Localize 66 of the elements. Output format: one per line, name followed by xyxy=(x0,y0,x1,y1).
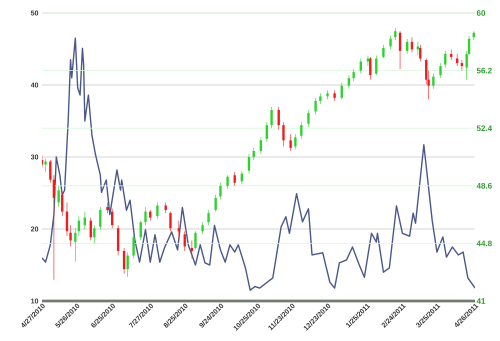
candlestick xyxy=(270,106,273,128)
candlestick xyxy=(450,49,452,60)
candlestick xyxy=(126,252,129,278)
candlestick xyxy=(226,174,229,190)
candlestick xyxy=(398,30,402,70)
candlestick xyxy=(266,122,268,142)
candlestick xyxy=(333,90,336,102)
candlestick xyxy=(149,210,152,221)
candlestick xyxy=(375,55,378,76)
candlestick xyxy=(348,74,350,90)
candlestick xyxy=(156,202,159,220)
candlestick xyxy=(122,248,126,274)
candlestick xyxy=(360,58,362,74)
y2-tick-label: 56.2 xyxy=(476,68,492,74)
candlestick xyxy=(116,224,120,256)
candlestick xyxy=(382,44,385,59)
candlestick xyxy=(201,222,204,235)
candlestick xyxy=(294,134,297,150)
candlestick xyxy=(44,158,47,172)
candlestick xyxy=(99,206,102,230)
candlestick xyxy=(456,54,458,66)
candlestick xyxy=(106,202,109,214)
candlestick xyxy=(394,28,396,41)
candlestick xyxy=(52,174,56,280)
y2-tick-label: 41 xyxy=(476,298,486,304)
candlestick xyxy=(93,224,96,244)
candlestick xyxy=(190,240,194,259)
candlestick xyxy=(289,134,292,152)
y2-tick-label: 48.6 xyxy=(476,182,492,189)
candlestick xyxy=(432,73,435,90)
candlestick xyxy=(111,208,114,229)
candlestick xyxy=(164,202,167,214)
candlestick xyxy=(460,60,464,71)
candlestick xyxy=(132,234,135,259)
candlestick xyxy=(240,170,244,185)
candlestick xyxy=(74,228,76,262)
candlestick xyxy=(416,42,420,56)
candlestick xyxy=(419,44,422,62)
candlestick xyxy=(278,106,280,130)
candlestick xyxy=(234,172,236,186)
y2-tick-label: 52.4 xyxy=(476,125,492,132)
candlestick xyxy=(406,38,408,54)
candlestick xyxy=(140,220,142,241)
candlestick xyxy=(314,98,317,115)
candlestick xyxy=(252,148,255,160)
candlestick xyxy=(219,182,222,200)
line-series xyxy=(42,38,476,291)
candlestick xyxy=(444,50,446,68)
candlestick xyxy=(57,186,60,208)
candlestick xyxy=(472,30,476,41)
y2-tick-label: 44.8 xyxy=(476,240,492,246)
candlestick xyxy=(340,82,343,100)
candlestick xyxy=(260,136,262,154)
candlestick xyxy=(49,160,52,184)
candlestick xyxy=(90,217,92,241)
candlestick xyxy=(319,93,322,104)
candlestick xyxy=(300,122,303,140)
candlestick xyxy=(178,220,180,238)
y2-tick-label: 60 xyxy=(476,10,486,16)
candlestick xyxy=(352,68,355,82)
candlestick xyxy=(184,230,186,252)
candlestick xyxy=(78,216,80,236)
candlestick xyxy=(61,192,64,216)
candlestick xyxy=(84,211,86,230)
candlestick xyxy=(369,56,372,80)
candlestick xyxy=(214,194,217,212)
